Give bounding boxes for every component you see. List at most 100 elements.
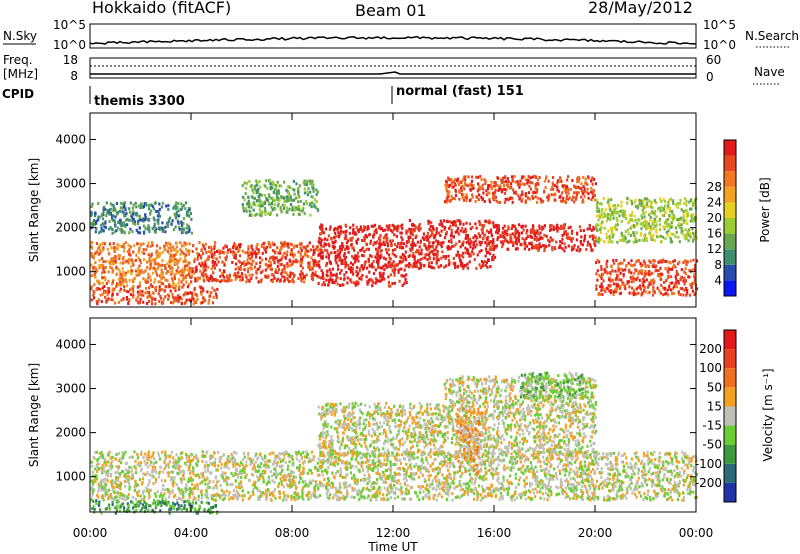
heatmap-cell: [121, 206, 124, 210]
heatmap-cell: [648, 199, 651, 203]
heatmap-cell: [432, 227, 435, 230]
heatmap-cell: [167, 463, 170, 467]
nave-tick-bottom: 0: [706, 70, 714, 84]
heatmap-cell: [139, 297, 142, 301]
heatmap-cell: [609, 283, 612, 287]
heatmap-cell: [511, 200, 514, 204]
heatmap-cell: [399, 231, 402, 235]
heatmap-cell: [658, 451, 661, 455]
heatmap-cell: [335, 227, 338, 231]
heatmap-cell: [569, 188, 572, 192]
heatmap-cell: [500, 234, 504, 238]
heatmap-cell: [416, 456, 419, 460]
heatmap-cell: [149, 212, 152, 216]
heatmap-cell: [645, 236, 648, 240]
heatmap-cell: [269, 263, 272, 267]
heatmap-cell: [223, 275, 226, 279]
heatmap-cell: [150, 470, 154, 474]
heatmap-cell: [694, 263, 697, 267]
heatmap-cell: [668, 260, 671, 264]
heatmap-cell: [151, 227, 154, 231]
heatmap-cell: [435, 227, 438, 231]
heatmap-cell: [115, 202, 118, 206]
heatmap-cell: [560, 224, 563, 228]
heatmap-cell: [671, 211, 674, 215]
heatmap-cell: [123, 480, 126, 484]
heatmap-cell: [504, 175, 507, 179]
colorbar-tick-label: 12: [707, 242, 722, 256]
heatmap-cell: [316, 248, 319, 252]
heatmap-cell: [187, 252, 191, 256]
heatmap-cell: [149, 203, 152, 207]
heatmap-cell: [137, 221, 140, 225]
heatmap-cell: [143, 258, 146, 262]
heatmap-cell: [179, 252, 182, 256]
heatmap-cell: [280, 195, 283, 199]
heatmap-cell: [583, 189, 586, 193]
heatmap-cell: [667, 229, 670, 233]
heatmap-cell: [460, 180, 463, 184]
heatmap-cell: [428, 227, 431, 231]
heatmap-cell: [636, 259, 639, 263]
heatmap-cell: [487, 258, 490, 262]
heatmap-cell: [649, 228, 652, 232]
heatmap-cell: [302, 206, 305, 210]
heatmap-cell: [549, 236, 552, 240]
heatmap-cell: [406, 264, 409, 268]
heatmap-cell: [330, 251, 333, 255]
heatmap-cell: [518, 231, 521, 235]
heatmap-cell: [138, 258, 141, 262]
heatmap-cell: [432, 257, 435, 261]
heatmap-cell: [297, 190, 300, 194]
heatmap-cell: [558, 179, 561, 183]
heatmap-cell: [511, 224, 514, 228]
heatmap-cell: [369, 242, 372, 245]
heatmap-cell: [380, 266, 383, 270]
heatmap-cell: [294, 196, 298, 200]
heatmap-cell: [182, 283, 185, 287]
colorbar-tick-label: 24: [707, 195, 722, 209]
heatmap-cell: [462, 482, 465, 486]
heatmap-cell: [624, 237, 627, 241]
heatmap-cell: [595, 460, 598, 464]
heatmap-cell: [504, 229, 507, 233]
heatmap-cell: [577, 179, 580, 183]
heatmap-cell: [199, 264, 203, 268]
heatmap-cell: [90, 252, 93, 256]
heatmap-cell: [253, 250, 256, 254]
heatmap-cell: [613, 226, 616, 230]
heatmap-cell: [377, 254, 380, 258]
heatmap-cell: [483, 178, 486, 182]
heatmap-cell: [502, 240, 505, 244]
heatmap-cell: [320, 223, 323, 227]
heatmap-cell: [462, 255, 465, 259]
heatmap-cell: [377, 262, 380, 266]
heatmap-cell: [391, 248, 395, 252]
heatmap-cell: [154, 302, 157, 306]
heatmap-cell: [171, 219, 174, 223]
heatmap-cell: [503, 235, 506, 239]
heatmap-cell: [94, 252, 97, 255]
heatmap-cell: [246, 261, 249, 265]
heatmap-cell: [129, 288, 132, 292]
heatmap-cell: [155, 470, 158, 474]
heatmap-cell: [263, 248, 266, 252]
heatmap-cell: [279, 460, 282, 464]
heatmap-cell: [441, 481, 444, 485]
heatmap-cell: [474, 239, 477, 243]
heatmap-cell: [327, 278, 331, 282]
heatmap-cell: [670, 225, 673, 229]
heatmap-cell: [163, 264, 166, 268]
heatmap-cell: [179, 295, 182, 299]
heatmap-cell: [657, 260, 660, 264]
heatmap-cell: [312, 250, 316, 254]
heatmap-cell: [183, 260, 186, 264]
heatmap-cell: [361, 229, 364, 233]
heatmap-cell: [234, 267, 237, 271]
heatmap-cell: [570, 232, 573, 235]
heatmap-cell: [315, 200, 318, 204]
colorbar-swatch: [724, 264, 736, 281]
heatmap-cell: [616, 240, 619, 244]
heatmap-cell: [498, 200, 502, 204]
heatmap-cell: [258, 256, 262, 260]
